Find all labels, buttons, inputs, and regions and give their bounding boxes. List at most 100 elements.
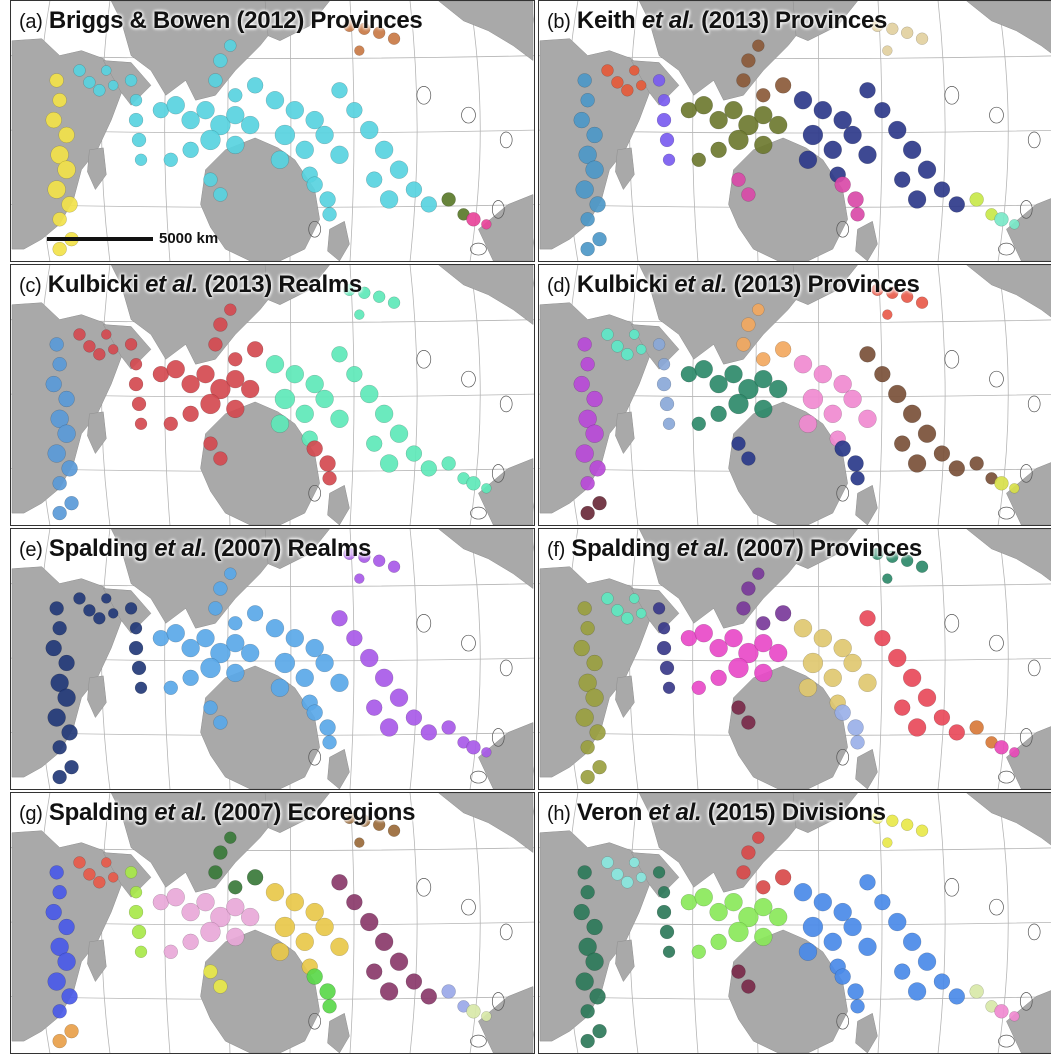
region-patch xyxy=(657,622,671,635)
land-shape xyxy=(728,929,848,1053)
region-patch xyxy=(847,191,864,208)
region-patch xyxy=(580,505,595,521)
region-patch xyxy=(389,160,409,179)
land-shape xyxy=(1006,726,1051,789)
island-outline xyxy=(836,748,849,766)
region-patch xyxy=(894,435,911,452)
region-patch xyxy=(847,983,864,1000)
biogeographic-regions xyxy=(45,19,492,257)
region-patch xyxy=(636,344,647,355)
land-shape xyxy=(966,265,1051,318)
region-patch xyxy=(850,735,865,750)
region-patch xyxy=(228,616,243,631)
region-patch xyxy=(900,26,914,39)
region-patch xyxy=(741,581,756,596)
region-patch xyxy=(47,444,66,463)
land-shape xyxy=(87,939,107,983)
land-shape xyxy=(728,401,848,525)
island-outline xyxy=(1027,395,1041,413)
region-patch xyxy=(240,379,260,399)
region-patch xyxy=(871,283,884,297)
land-shape xyxy=(438,265,534,326)
region-patch xyxy=(208,337,223,352)
region-patch xyxy=(907,454,927,473)
land-shape xyxy=(855,484,878,525)
region-patch xyxy=(752,831,765,844)
region-patch xyxy=(656,376,672,392)
region-patch xyxy=(224,39,237,52)
biogeographic-regions xyxy=(573,19,1020,257)
region-patch xyxy=(731,700,746,715)
region-patch xyxy=(738,378,759,400)
land-shape xyxy=(478,458,534,525)
region-patch xyxy=(420,460,437,477)
island-outline xyxy=(836,220,849,238)
region-patch xyxy=(47,708,66,727)
region-patch xyxy=(728,129,749,151)
region-patch xyxy=(52,241,67,257)
region-patch xyxy=(907,190,927,209)
island-outline xyxy=(998,506,1015,520)
region-patch xyxy=(346,629,363,647)
land-shape xyxy=(264,793,330,833)
region-patch xyxy=(379,454,399,473)
island-outline xyxy=(499,923,513,941)
land-shape xyxy=(615,939,635,983)
region-patch xyxy=(240,115,260,135)
region-patch xyxy=(902,140,922,160)
region-patch xyxy=(575,180,594,199)
region-patch xyxy=(969,984,984,999)
region-patch xyxy=(49,73,64,88)
region-patch xyxy=(736,73,751,88)
meridian-line xyxy=(409,529,418,789)
region-patch xyxy=(680,893,698,911)
region-patch xyxy=(49,865,64,880)
region-patch xyxy=(948,196,965,213)
region-patch xyxy=(58,654,75,672)
region-patch xyxy=(882,573,893,584)
panel-title-author: Spalding xyxy=(48,799,148,826)
region-patch xyxy=(573,639,590,657)
region-patch xyxy=(61,196,78,213)
region-patch xyxy=(83,340,96,353)
region-patch xyxy=(358,550,371,563)
region-patch xyxy=(343,547,356,561)
region-patch xyxy=(73,328,86,341)
panel-title-etal: et al. xyxy=(648,799,702,826)
region-patch xyxy=(850,471,865,486)
region-patch xyxy=(61,460,78,477)
region-patch xyxy=(64,495,79,511)
region-patch xyxy=(389,952,409,971)
region-patch xyxy=(224,567,237,580)
panel-title-etal: et al. xyxy=(154,535,208,562)
region-patch xyxy=(405,181,423,198)
region-patch xyxy=(50,673,69,692)
land-shape xyxy=(1006,198,1051,261)
region-patch xyxy=(131,660,147,676)
region-patch xyxy=(843,125,862,145)
region-patch xyxy=(441,192,456,207)
region-patch xyxy=(774,77,792,94)
region-patch xyxy=(601,856,614,869)
land-shape xyxy=(87,675,107,719)
region-patch xyxy=(586,126,603,144)
region-patch xyxy=(481,483,492,494)
island-outline xyxy=(491,992,505,1011)
region-patch xyxy=(128,904,144,920)
region-patch xyxy=(738,642,759,664)
region-patch xyxy=(586,390,603,408)
region-patch xyxy=(850,207,865,222)
panel-title-etal: et al. xyxy=(676,535,730,562)
land-shape xyxy=(792,793,858,833)
region-patch xyxy=(736,337,751,352)
region-patch xyxy=(93,84,106,97)
region-patch xyxy=(274,916,296,938)
region-patch xyxy=(226,663,245,683)
region-patch xyxy=(61,724,78,741)
region-patch xyxy=(246,869,264,886)
region-patch xyxy=(213,979,228,994)
island-outline xyxy=(989,634,1004,652)
region-patch xyxy=(306,968,323,985)
region-patch xyxy=(833,638,852,658)
region-patch xyxy=(152,101,170,119)
